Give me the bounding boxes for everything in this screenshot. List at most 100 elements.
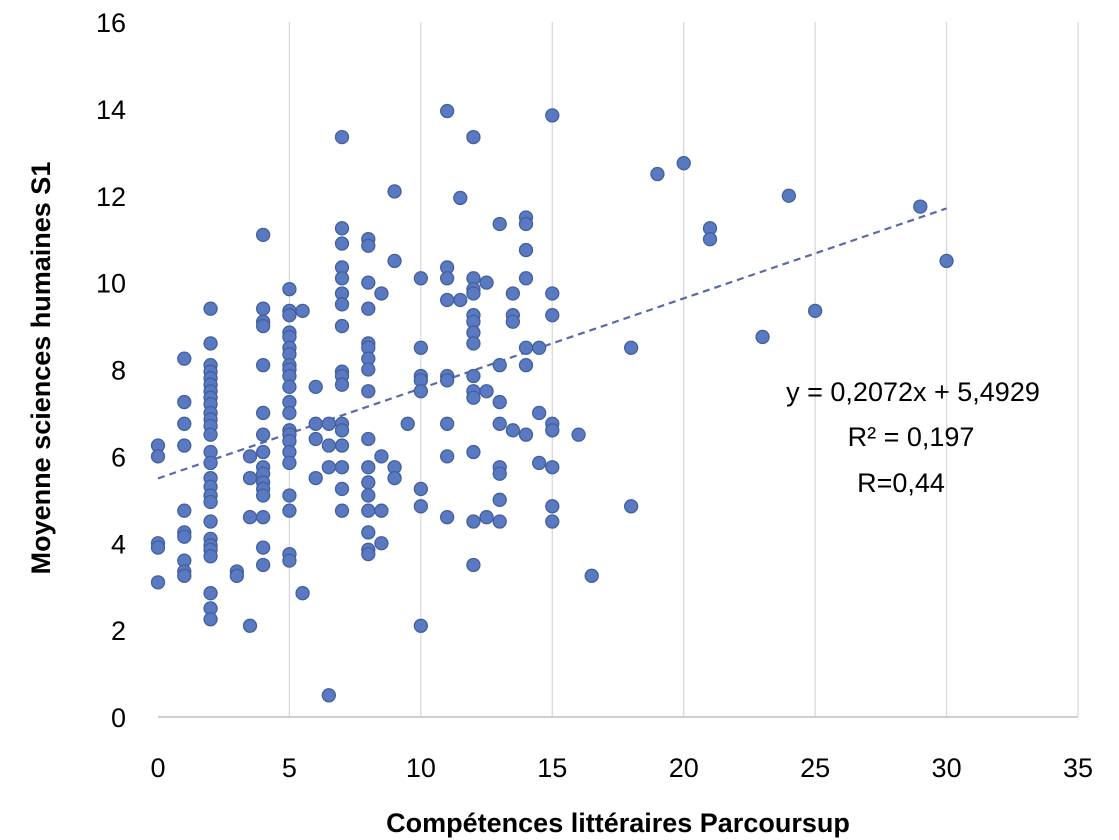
data-point-82 xyxy=(282,488,297,503)
data-point-192 xyxy=(518,358,534,373)
data-point-130 xyxy=(374,286,389,301)
y-tick-4: 4 xyxy=(111,529,126,559)
data-point-4 xyxy=(150,575,166,590)
data-point-190 xyxy=(518,271,534,286)
data-point-8 xyxy=(177,438,192,453)
data-point-86 xyxy=(295,303,310,319)
x-tick-25: 25 xyxy=(800,753,830,783)
data-point-138 xyxy=(400,416,415,431)
data-point-145 xyxy=(413,499,429,514)
data-point-11 xyxy=(177,529,192,544)
data-point-90 xyxy=(308,431,323,447)
data-points xyxy=(150,103,954,703)
data-point-55 xyxy=(255,444,271,460)
data-point-212 xyxy=(702,232,718,247)
y-tick-0: 0 xyxy=(111,703,126,733)
data-point-9 xyxy=(177,503,192,518)
data-point-178 xyxy=(492,416,507,431)
data-point-61 xyxy=(255,510,271,525)
data-point-93 xyxy=(321,438,337,453)
data-point-100 xyxy=(334,271,350,286)
data-point-197 xyxy=(545,108,560,123)
data-point-103 xyxy=(334,318,350,334)
data-point-202 xyxy=(545,460,560,475)
data-point-3 xyxy=(150,540,166,555)
data-point-95 xyxy=(321,688,337,703)
data-point-166 xyxy=(466,368,481,384)
data-point-176 xyxy=(492,358,507,373)
data-point-1 xyxy=(150,449,166,464)
data-point-157 xyxy=(453,292,468,308)
data-point-180 xyxy=(492,466,507,481)
data-point-205 xyxy=(571,427,586,442)
data-point-98 xyxy=(334,236,350,251)
data-point-216 xyxy=(913,199,928,214)
data-point-102 xyxy=(334,297,350,312)
data-point-111 xyxy=(334,481,350,497)
data-point-16 xyxy=(203,336,218,351)
y-tick-2: 2 xyxy=(111,616,126,646)
data-point-134 xyxy=(387,184,402,199)
data-point-122 xyxy=(361,431,376,447)
y-tick-10: 10 xyxy=(96,269,126,299)
data-point-94 xyxy=(321,460,337,475)
data-point-185 xyxy=(505,314,521,329)
data-point-127 xyxy=(361,525,376,540)
data-point-46 xyxy=(242,510,258,525)
data-point-165 xyxy=(466,336,481,351)
data-point-174 xyxy=(479,510,494,525)
data-point-124 xyxy=(361,475,376,490)
x-axis-title: Compétences littéraires Parcoursup xyxy=(386,808,850,838)
data-point-173 xyxy=(479,384,494,399)
y-tick-labels: 0 2 4 6 8 10 12 14 16 xyxy=(96,8,126,733)
data-point-112 xyxy=(334,503,350,518)
data-point-43 xyxy=(229,568,245,583)
x-tick-30: 30 xyxy=(932,753,962,783)
data-point-97 xyxy=(334,221,350,236)
data-point-53 xyxy=(255,405,271,421)
data-point-154 xyxy=(439,449,455,464)
data-point-125 xyxy=(361,488,376,503)
data-point-206 xyxy=(584,568,599,583)
data-point-188 xyxy=(518,216,534,232)
y-tick-12: 12 xyxy=(96,182,126,212)
data-point-133 xyxy=(374,536,389,551)
data-point-88 xyxy=(308,379,323,395)
data-point-116 xyxy=(361,301,376,316)
x-tick-labels: 0 5 10 15 20 25 30 35 xyxy=(150,753,1093,783)
data-point-158 xyxy=(466,129,481,145)
data-point-54 xyxy=(255,427,271,442)
data-point-209 xyxy=(650,166,665,182)
data-point-92 xyxy=(321,416,337,431)
data-point-27 xyxy=(203,427,218,442)
data-point-203 xyxy=(545,499,560,514)
data-point-181 xyxy=(492,492,507,507)
data-point-143 xyxy=(413,384,429,399)
data-point-5 xyxy=(177,351,192,366)
x-tick-10: 10 xyxy=(406,753,436,783)
data-point-182 xyxy=(492,514,507,529)
data-point-81 xyxy=(282,455,297,471)
data-point-161 xyxy=(466,286,481,301)
data-point-41 xyxy=(203,612,218,627)
data-point-135 xyxy=(387,253,402,269)
data-point-33 xyxy=(203,494,218,510)
data-point-85 xyxy=(282,553,297,568)
equation-label: y = 0,2072x + 5,4929 xyxy=(786,377,1040,407)
data-point-110 xyxy=(334,460,350,475)
data-point-208 xyxy=(623,499,639,514)
data-point-108 xyxy=(334,423,350,438)
data-point-207 xyxy=(623,340,639,355)
data-point-217 xyxy=(939,253,954,269)
y-tick-16: 16 xyxy=(96,8,126,38)
data-point-29 xyxy=(203,455,218,471)
data-point-156 xyxy=(453,190,468,206)
data-point-132 xyxy=(374,503,389,518)
data-point-198 xyxy=(545,286,560,301)
data-point-48 xyxy=(255,227,271,242)
data-point-204 xyxy=(545,514,560,529)
data-point-109 xyxy=(334,438,350,453)
x-tick-35: 35 xyxy=(1063,753,1093,783)
data-point-49 xyxy=(255,301,271,316)
data-point-44 xyxy=(242,449,258,464)
